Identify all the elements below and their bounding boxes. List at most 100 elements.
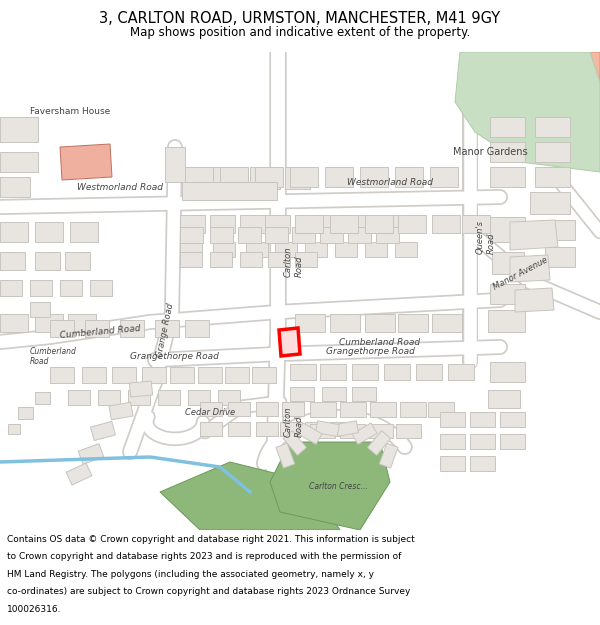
Bar (290, 364, 316, 380)
Bar (225, 367, 249, 383)
Bar (218, 390, 240, 405)
Bar (98, 390, 120, 405)
Bar (142, 367, 166, 383)
Bar (91, 421, 115, 441)
Polygon shape (60, 144, 112, 180)
Bar (35, 252, 60, 270)
Text: Grangethorpe Road: Grangethorpe Road (326, 347, 415, 356)
Bar (198, 367, 222, 383)
Bar (325, 167, 353, 187)
Bar (256, 422, 278, 436)
Bar (35, 222, 63, 242)
Bar (170, 367, 194, 383)
Bar (470, 456, 495, 471)
Bar (0, 314, 28, 332)
Bar (340, 402, 366, 417)
Bar (320, 215, 345, 233)
Bar (66, 463, 92, 485)
Bar (432, 314, 462, 332)
Bar (365, 242, 387, 257)
Bar (352, 387, 376, 401)
Bar (292, 227, 315, 243)
Bar (330, 422, 352, 436)
Bar (155, 320, 179, 337)
Bar (0, 252, 25, 270)
Bar (365, 215, 393, 233)
Bar (310, 402, 336, 417)
Bar (322, 387, 346, 401)
Bar (250, 167, 280, 189)
Bar (165, 147, 185, 182)
Bar (378, 215, 403, 233)
Bar (500, 434, 525, 449)
Bar (180, 215, 205, 233)
Bar (462, 215, 490, 233)
Bar (228, 402, 250, 416)
Bar (0, 280, 22, 296)
Bar (60, 280, 82, 296)
Bar (340, 424, 365, 438)
Bar (128, 390, 150, 405)
Bar (297, 423, 322, 444)
Bar (18, 407, 33, 419)
Bar (448, 364, 474, 380)
Bar (0, 152, 38, 172)
Text: Faversham House: Faversham House (30, 107, 110, 116)
Bar (540, 220, 575, 240)
Polygon shape (279, 328, 300, 356)
Text: Map shows position and indicative extent of the property.: Map shows position and indicative extent… (130, 26, 470, 39)
Text: 3, CARLTON ROAD, URMSTON, MANCHESTER, M41 9GY: 3, CARLTON ROAD, URMSTON, MANCHESTER, M4… (100, 11, 500, 26)
Bar (182, 182, 277, 200)
Bar (246, 242, 268, 257)
Bar (295, 215, 320, 233)
Bar (78, 444, 104, 464)
Bar (185, 167, 245, 189)
Text: co-ordinates) are subject to Crown copyright and database rights 2023 Ordnance S: co-ordinates) are subject to Crown copyr… (7, 588, 410, 596)
Bar (545, 247, 575, 267)
Text: Carlton
Road: Carlton Road (284, 407, 304, 437)
Bar (295, 314, 325, 332)
Bar (384, 364, 410, 380)
Bar (398, 215, 426, 233)
Bar (350, 215, 375, 233)
Bar (352, 364, 378, 380)
Bar (185, 320, 209, 337)
Text: Westmorland Road: Westmorland Road (77, 183, 163, 192)
Bar (310, 424, 335, 438)
Bar (290, 167, 318, 187)
Bar (490, 217, 525, 242)
Text: HM Land Registry. The polygons (including the associated geometry, namely x, y: HM Land Registry. The polygons (includin… (7, 570, 374, 579)
Bar (180, 242, 202, 257)
Bar (8, 424, 20, 434)
Bar (490, 284, 525, 304)
Text: Carlton
Road: Carlton Road (284, 247, 304, 278)
Bar (283, 431, 307, 455)
Bar (290, 387, 314, 401)
Bar (276, 443, 295, 468)
Text: to Crown copyright and database rights 2023 and is reproduced with the permissio: to Crown copyright and database rights 2… (7, 552, 401, 561)
Text: Cumberland
Road: Cumberland Road (30, 347, 77, 366)
Bar (68, 314, 96, 332)
Bar (50, 367, 74, 383)
Bar (330, 215, 358, 233)
Bar (112, 367, 136, 383)
Polygon shape (515, 288, 554, 312)
Bar (30, 280, 52, 296)
Bar (188, 390, 210, 405)
Bar (240, 252, 262, 267)
Bar (210, 227, 233, 243)
Text: Grangethorpe Road: Grangethorpe Road (130, 352, 219, 361)
Bar (335, 421, 358, 436)
Bar (256, 402, 278, 416)
Bar (430, 167, 458, 187)
Bar (85, 320, 109, 337)
Bar (265, 227, 288, 243)
Bar (265, 215, 290, 233)
Polygon shape (455, 52, 600, 172)
Bar (295, 215, 323, 233)
Bar (240, 215, 265, 233)
Bar (395, 167, 423, 187)
Bar (130, 381, 152, 397)
Bar (70, 222, 98, 242)
Bar (348, 227, 371, 243)
